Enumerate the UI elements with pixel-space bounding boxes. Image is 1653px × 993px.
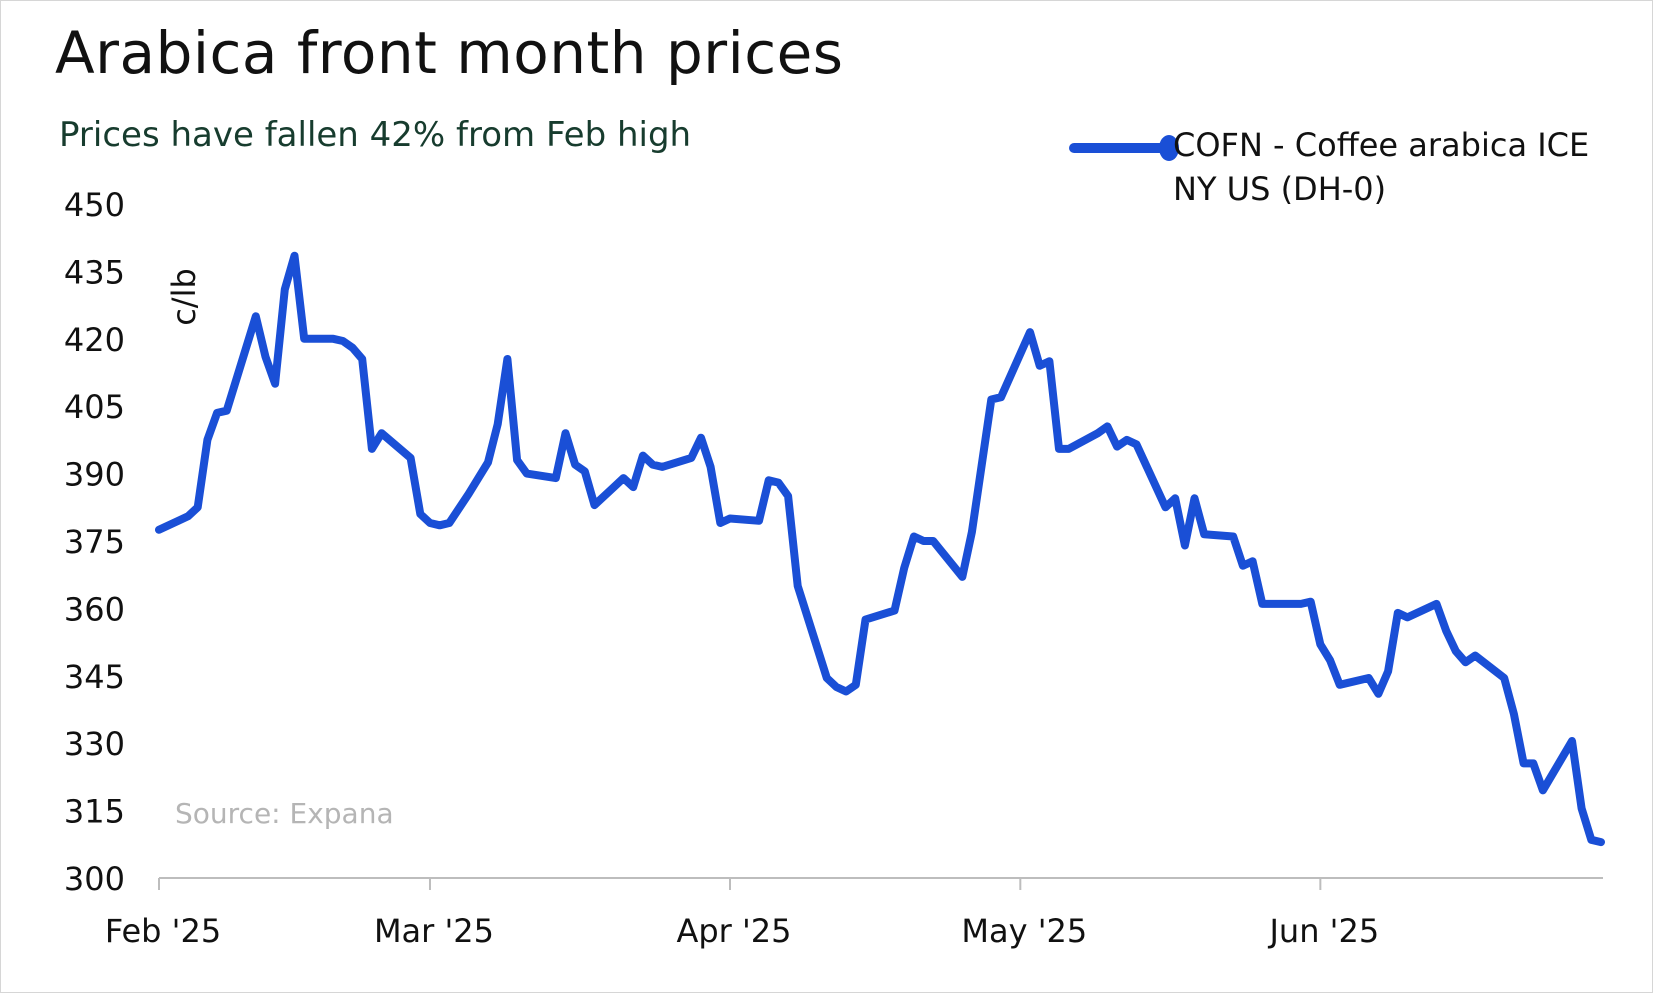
x-tick-label: Feb '25 bbox=[105, 912, 221, 950]
x-tick-label: Apr '25 bbox=[676, 912, 791, 950]
x-tick-label: Jun '25 bbox=[1267, 912, 1379, 950]
x-tick-label: Mar '25 bbox=[374, 912, 494, 950]
legend-line-swatch bbox=[1069, 143, 1169, 153]
series-line bbox=[155, 251, 1605, 847]
legend-marker bbox=[1159, 135, 1179, 161]
series-layer bbox=[155, 251, 1605, 847]
x-tick-label: May '25 bbox=[961, 912, 1087, 950]
y-tick-label: 420 bbox=[64, 321, 125, 359]
y-tick-label: 315 bbox=[64, 793, 125, 831]
y-axis-label: c/lb bbox=[165, 268, 203, 326]
chart-subtitle: Prices have fallen 42% from Feb high bbox=[59, 115, 692, 155]
y-tick-label: 360 bbox=[64, 590, 125, 628]
legend: COFN - Coffee arabica ICE NY US (DH-0) bbox=[1069, 121, 1629, 211]
y-tick-label: 300 bbox=[64, 860, 125, 898]
y-tick-label: 330 bbox=[64, 725, 125, 763]
chart-axes: 300 315 330 345 360 375 390 405 420 435 450 Feb '25… bbox=[64, 186, 1603, 950]
source-note: Source: Expana bbox=[175, 797, 394, 830]
y-tick-label: 375 bbox=[64, 523, 125, 561]
y-tick-label: 435 bbox=[64, 253, 125, 291]
y-tick-label: 405 bbox=[64, 388, 125, 426]
chart-title: Arabica front month prices bbox=[55, 19, 844, 87]
y-tick-label: 450 bbox=[64, 186, 125, 224]
y-tick-label: 345 bbox=[64, 658, 125, 696]
y-tick-label: 390 bbox=[64, 456, 125, 494]
legend-label: COFN - Coffee arabica ICE NY US (DH-0) bbox=[1173, 126, 1590, 208]
